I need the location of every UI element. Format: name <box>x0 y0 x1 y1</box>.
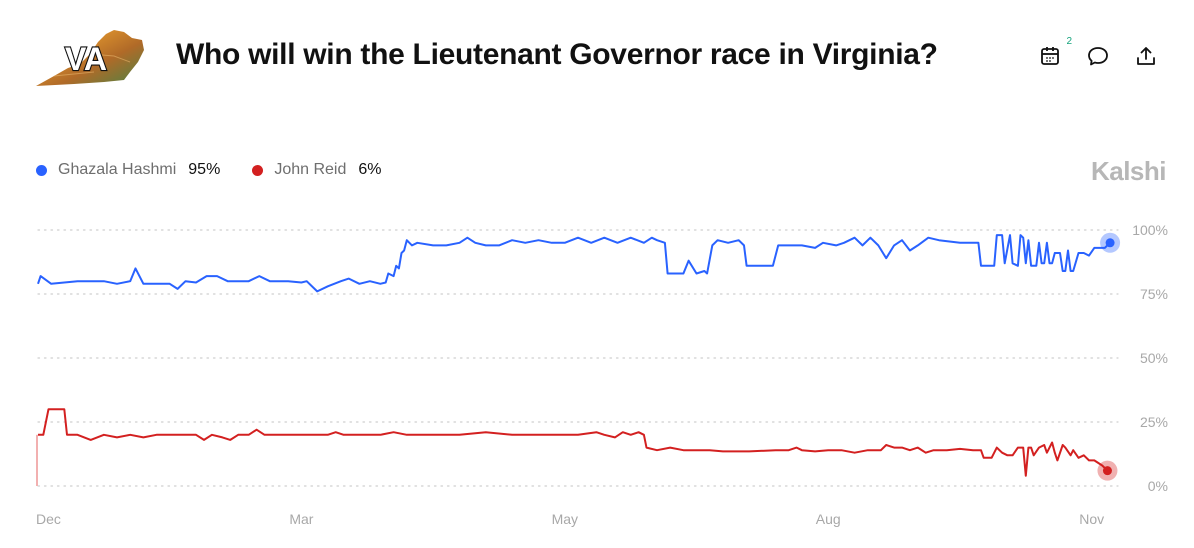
virginia-map-icon: VA <box>36 30 144 86</box>
series-end-point <box>1105 238 1115 248</box>
y-tick-label: 100% <box>1132 222 1168 238</box>
y-tick-label: 50% <box>1140 350 1168 366</box>
x-tick-label: Nov <box>1079 511 1104 527</box>
series-end-point <box>1102 466 1112 476</box>
calendar-count-badge: 2 <box>1066 36 1072 47</box>
y-tick-label: 75% <box>1140 286 1168 302</box>
header-actions: 2 <box>1038 36 1158 68</box>
series-line-reid <box>38 408 1109 477</box>
chart-legend: Ghazala Hashmi 95% John Reid 6% <box>36 161 413 179</box>
legend-item-reid[interactable]: John Reid 6% <box>252 161 381 179</box>
x-tick-label: Aug <box>816 511 841 527</box>
calendar-button[interactable]: 2 <box>1038 36 1072 68</box>
share-icon <box>1137 47 1155 65</box>
page-title: Who will win the Lieutenant Governor rac… <box>176 38 938 71</box>
calendar-icon <box>1041 47 1059 65</box>
x-tick-label: Mar <box>289 511 313 527</box>
legend-dot-hashmi <box>36 164 47 176</box>
state-abbrev: VA <box>65 41 107 77</box>
legend-value: 6% <box>358 161 382 178</box>
legend-name: Ghazala Hashmi <box>58 161 177 178</box>
brand-logo: Kalshi <box>1090 156 1167 186</box>
x-tick-label: May <box>552 511 578 527</box>
y-tick-label: 0% <box>1148 478 1168 494</box>
legend-name: John Reid <box>274 161 347 178</box>
x-tick-label: Dec <box>36 511 61 527</box>
legend-item-hashmi[interactable]: Ghazala Hashmi 95% <box>36 161 220 179</box>
share-button[interactable] <box>1134 44 1158 68</box>
y-tick-label: 25% <box>1140 414 1168 430</box>
legend-dot-reid <box>252 164 264 176</box>
state-logo: VA <box>34 26 146 90</box>
legend-value: 95% <box>188 161 221 178</box>
comment-icon <box>1088 47 1108 66</box>
series-line-hashmi <box>37 234 1111 293</box>
comment-button[interactable] <box>1086 44 1110 68</box>
